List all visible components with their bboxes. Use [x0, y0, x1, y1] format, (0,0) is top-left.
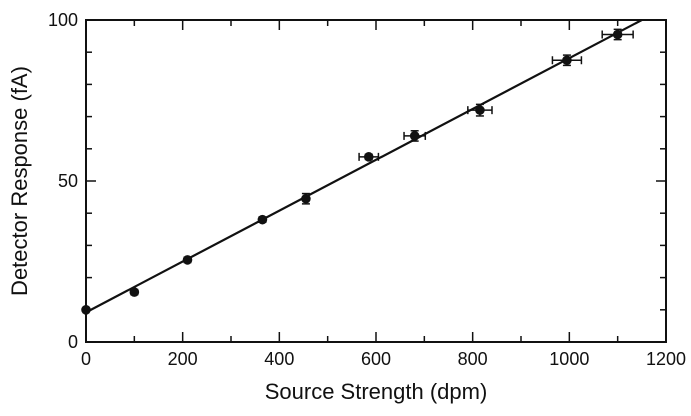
y-tick-label: 0 [68, 332, 78, 352]
data-point [562, 55, 572, 66]
data-point [301, 193, 311, 204]
x-axis-title: Source Strength (dpm) [265, 379, 488, 404]
plot-frame [85, 19, 667, 343]
data-point [81, 305, 91, 315]
data-point [409, 131, 420, 141]
data-point [182, 255, 193, 265]
x-tick-label: 0 [81, 349, 91, 369]
data-point [363, 152, 374, 162]
x-tick-label: 400 [264, 349, 294, 369]
y-tick-label: 50 [58, 171, 78, 191]
x-tick-label: 1000 [549, 349, 589, 369]
y-axis-title: Detector Response (fA) [7, 66, 32, 296]
x-tick-label: 200 [168, 349, 198, 369]
x-tick-label: 1200 [646, 349, 686, 369]
fit-line [85, 19, 643, 314]
data-point [612, 29, 623, 40]
x-tick-label: 800 [458, 349, 488, 369]
data-point [475, 105, 485, 115]
y-tick-label: 100 [48, 10, 78, 30]
data-point [257, 214, 268, 225]
data-point [129, 287, 140, 297]
x-tick-label: 600 [361, 349, 391, 369]
